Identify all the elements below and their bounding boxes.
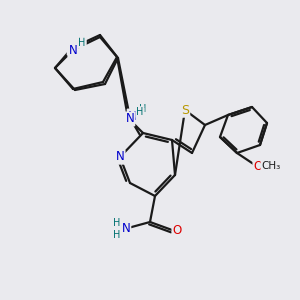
Text: N: N [128,110,136,122]
Text: N: N [116,151,124,164]
Text: H: H [113,230,121,240]
Text: N: N [126,112,134,125]
Text: H: H [136,107,144,117]
Text: N: N [69,44,77,56]
Text: H: H [78,38,86,48]
Text: H: H [78,37,86,47]
Text: S: S [181,103,189,116]
Text: N: N [122,223,130,236]
Text: O: O [254,160,262,172]
Text: H: H [113,218,121,228]
Text: O: O [172,224,182,236]
Text: H: H [139,104,147,114]
Text: CH₃: CH₃ [261,161,280,171]
Text: N: N [68,41,76,55]
